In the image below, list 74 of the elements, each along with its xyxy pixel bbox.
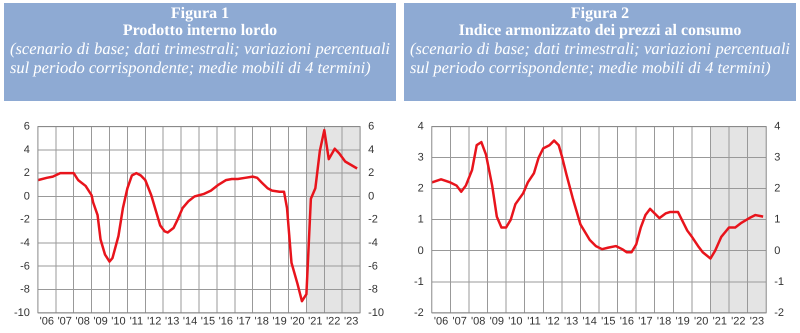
y-tick-label: 4 [24,144,30,156]
chart-subtitle: Indice armonizzato dei prezzi al consumo [458,22,742,39]
y-tick-label: -8 [20,284,30,296]
x-tick-label: '14 [582,315,597,328]
x-tick-label: '06 [434,315,448,328]
x-tick-label: '16 [620,315,634,328]
x-tick-label: '11 [130,315,144,328]
y2-tick-label: 4 [368,144,374,156]
x-tick-label: '23 [344,315,358,328]
x-tick-label: '10 [508,315,523,328]
x-tick-label: '15 [601,315,616,328]
y2-tick-label: -10 [368,306,384,319]
y2-tick-label: -4 [368,237,378,250]
x-tick-label: '17 [236,315,251,328]
x-tick-label: '15 [200,315,216,328]
y-tick-label: -2 [414,306,424,319]
x-tick-label: '11 [527,315,541,328]
y-tick-label: 2 [24,167,30,180]
x-tick-label: '09 [93,315,108,328]
x-tick-label: '12 [147,315,162,328]
x-tick-label: '06 [40,315,54,328]
y2-tick-label: 1 [774,214,780,226]
y2-tick-label: -1 [774,276,784,288]
y2-tick-label: 2 [368,167,374,180]
y-tick-label: 0 [418,244,424,257]
x-tick-label: '14 [182,315,198,328]
text: (scenario di base; dati trimestrali; variazioni percentuali sul periodo corrispondente; medie mobili di 4 termini) [10,39,390,77]
x-tick-label: '21 [712,315,727,328]
y-tick-label: -10 [14,306,30,319]
x-tick-label: '20 [694,315,708,328]
x-tick-label: '09 [490,315,504,328]
x-tick-label: '21 [308,315,323,328]
y2-tick-label: 4 [774,120,780,133]
y-tick-label: -2 [20,214,30,226]
y2-tick-label: 0 [774,244,780,257]
x-tick-label: '13 [564,315,578,328]
chart-subtitle: Prodotto interno lordo [122,22,278,39]
x-tick-label: '17 [638,315,653,328]
y-tick-label: 3 [418,152,424,164]
x-tick-label: '13 [164,315,180,328]
y2-tick-label: 0 [368,190,374,202]
x-tick-label: '20 [290,315,305,328]
y-tick-label: 1 [418,214,424,226]
text: (scenario di base; dati trimestrali; variazioni percentuali sul periodo corrispondente; medie mobili di 4 termini) [410,39,790,77]
x-tick-label: '08 [471,315,486,328]
x-tick-label: '23 [750,315,764,328]
y-tick-label: 2 [418,182,424,195]
y-tick-label: 6 [24,120,30,133]
y-tick-label: -6 [20,260,30,272]
x-tick-label: '10 [111,315,126,328]
y-tick-label: -1 [414,276,424,288]
chart-title: Figura 2 [570,5,630,22]
y2-tick-label: -2 [368,214,378,226]
y2-tick-label: 6 [368,120,374,133]
x-tick-label: '07 [58,315,72,328]
y-tick-label: 4 [418,120,424,133]
y-tick-label: -4 [20,237,30,250]
x-tick-label: '19 [675,315,690,328]
y2-tick-label: 3 [774,152,780,164]
x-tick-label: '22 [731,315,746,328]
x-tick-label: '08 [75,315,90,328]
x-tick-label: '12 [545,315,560,328]
x-tick-label: '22 [326,315,340,328]
x-tick-label: '16 [218,315,234,328]
y2-tick-label: -8 [368,284,378,296]
chart-title: Figura 1 [170,5,230,22]
y-tick-label: 0 [24,190,30,202]
y2-tick-label: 2 [774,182,780,195]
y2-tick-label: -6 [368,260,378,272]
x-tick-label: '18 [656,315,672,328]
x-tick-label: '18 [254,315,269,328]
x-tick-label: '07 [452,315,467,328]
y2-tick-label: -2 [774,306,784,319]
x-tick-label: '19 [272,315,287,328]
